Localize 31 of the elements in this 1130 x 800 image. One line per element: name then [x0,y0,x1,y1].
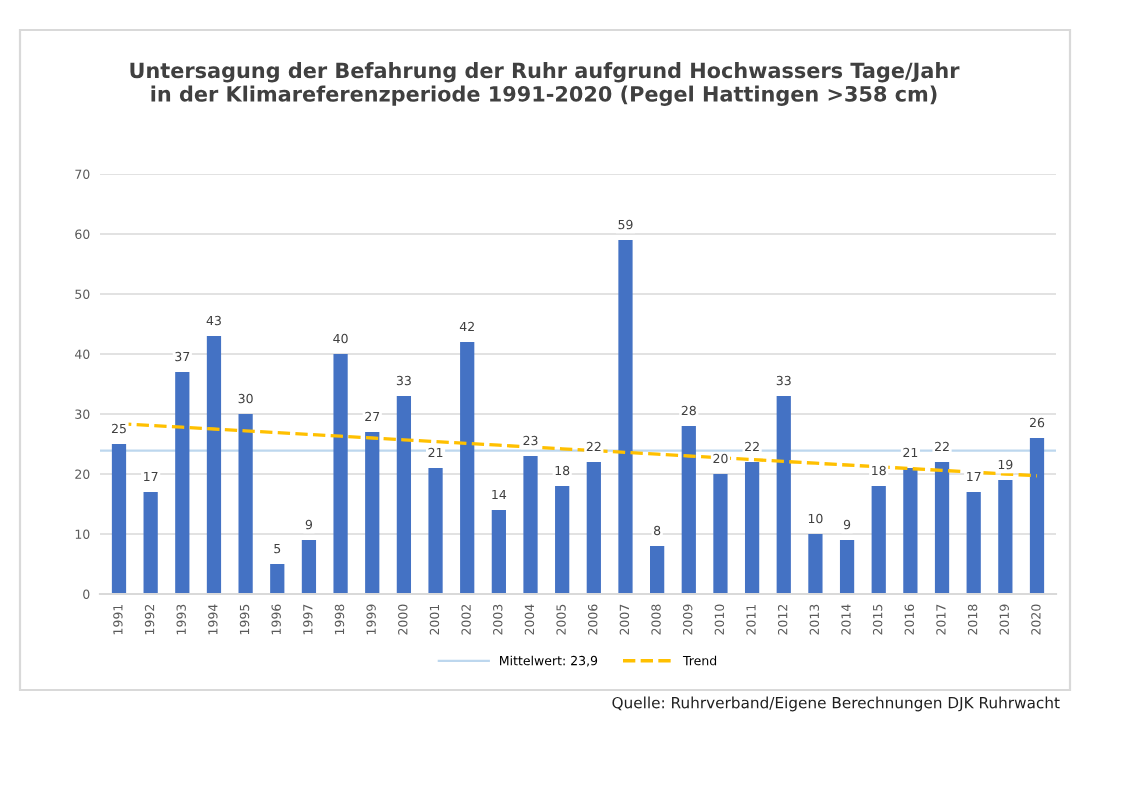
bar [206,336,222,594]
bar [650,546,665,594]
bar [998,480,1013,594]
bar [270,564,285,594]
chart-title: Untersagung der Befahrung der Ruhr aufgrund Hochwassers Tage/Jahr in der Klimareferenzperiode 1991-2020 (Pegel Hattingen >358 cm) [130,62,960,106]
bar [1029,438,1045,594]
bar [491,510,506,594]
bar [934,462,950,594]
bar [808,534,823,594]
bar [238,414,253,594]
bar [713,474,728,594]
bar [111,444,127,594]
bar [555,486,570,594]
bar [776,396,791,594]
bar [903,468,918,594]
bar [871,486,886,594]
bar [523,456,538,594]
bar [839,540,855,594]
bar [586,462,601,594]
bar [744,462,760,594]
bar [618,240,633,594]
bar [175,372,190,594]
bar [143,492,158,594]
bar [333,354,348,594]
bar [428,468,443,594]
bar [460,342,475,594]
bar [365,432,380,594]
bar [681,426,696,594]
bar [966,492,981,594]
bar [301,540,317,594]
bar [396,396,412,594]
